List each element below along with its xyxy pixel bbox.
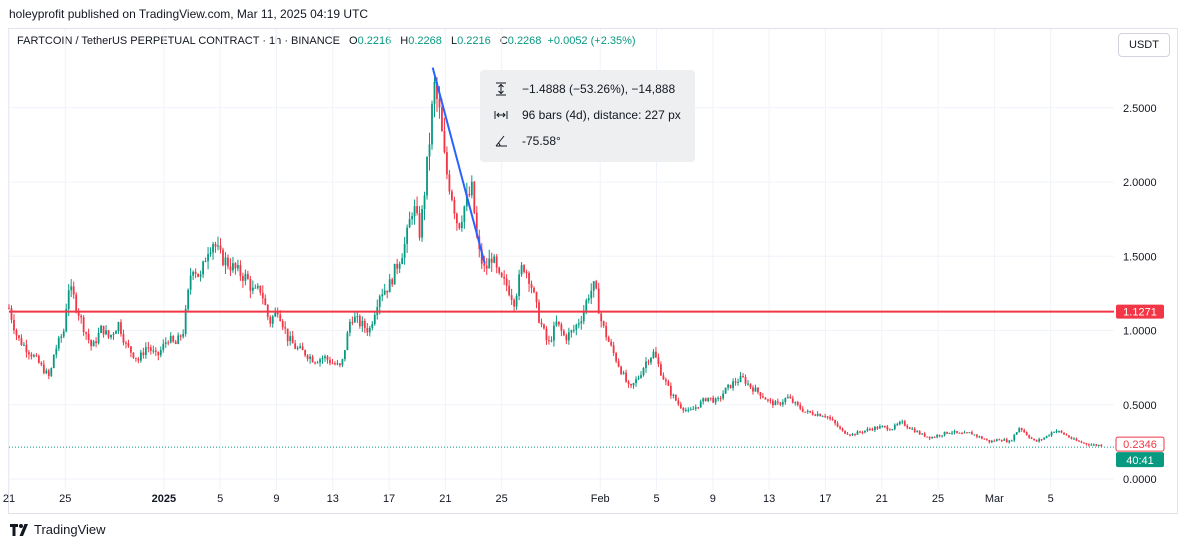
tooltip-angle-text: -75.58° [522,134,561,148]
high-label: H [400,35,409,47]
symbol-legend: FARTCOIN / TetherUS PERPETUAL CONTRACT ·… [17,35,636,47]
tooltip-angle-row: -75.58° [494,134,561,148]
brand-logo[interactable]: TradingView [10,522,106,537]
close-label: C [499,35,508,47]
tooltip-price-row: −1.4888 (−53.26%), −14,888 [494,82,675,96]
angle-icon [495,135,507,147]
bars-range-icon [494,111,508,119]
tooltip-bars-text: 96 bars (4d), distance: 227 px [522,108,681,122]
measure-tooltip: −1.4888 (−53.26%), −14,888 96 bars (4d),… [480,70,695,162]
open-label: O [349,35,358,47]
price-range-icon [496,82,506,96]
tooltip-price-text: −1.4888 (−53.26%), −14,888 [522,82,676,96]
symbol-title[interactable]: FARTCOIN / TetherUS PERPETUAL CONTRACT ·… [17,35,340,47]
brand-name: TradingView [34,522,106,537]
low-label: L [450,35,458,47]
open-value: 0.2216 [357,35,392,47]
close-value: 0.2268 [507,35,542,47]
tooltip-bars-row: 96 bars (4d), distance: 227 px [494,108,681,122]
publisher-line: holeyprofit published on TradingView.com… [9,7,369,21]
currency-button[interactable]: USDT [1118,33,1170,57]
change-value: +0.0052 (+2.35%) [547,35,636,47]
tradingview-icon [10,523,28,536]
high-value: 0.2268 [408,35,442,47]
low-value: 0.2216 [457,35,491,47]
